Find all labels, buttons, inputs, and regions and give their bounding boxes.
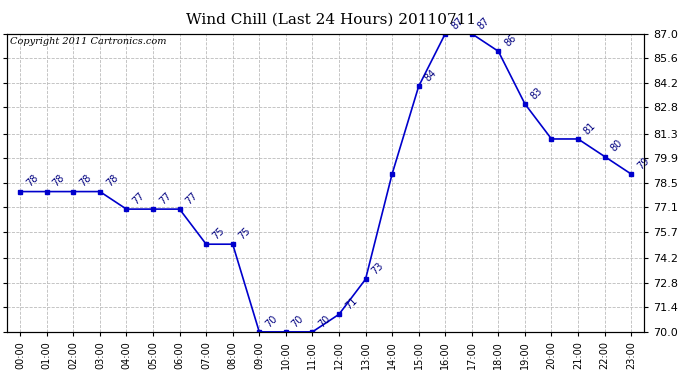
Text: 78: 78	[104, 173, 120, 189]
Text: 87: 87	[449, 15, 465, 31]
Text: 87: 87	[476, 15, 492, 31]
Text: 78: 78	[51, 173, 67, 189]
Text: 71: 71	[343, 296, 359, 312]
Text: 80: 80	[609, 138, 624, 154]
Text: 70: 70	[317, 313, 333, 329]
Text: 78: 78	[77, 173, 93, 189]
Text: 73: 73	[370, 261, 386, 276]
Text: 79: 79	[635, 156, 651, 171]
Text: 70: 70	[290, 313, 306, 329]
Text: 86: 86	[502, 33, 518, 48]
Text: Copyright 2011 Cartronics.com: Copyright 2011 Cartronics.com	[10, 37, 166, 46]
Text: 83: 83	[529, 86, 545, 101]
Text: 78: 78	[24, 173, 40, 189]
Text: 77: 77	[130, 190, 146, 206]
Text: 84: 84	[423, 68, 439, 84]
Text: Wind Chill (Last 24 Hours) 20110711: Wind Chill (Last 24 Hours) 20110711	[186, 13, 476, 27]
Text: 75: 75	[237, 225, 253, 242]
Text: 75: 75	[210, 225, 226, 242]
Text: 77: 77	[184, 190, 199, 206]
Text: 70: 70	[264, 313, 279, 329]
Text: 77: 77	[157, 190, 173, 206]
Text: 81: 81	[582, 120, 598, 136]
